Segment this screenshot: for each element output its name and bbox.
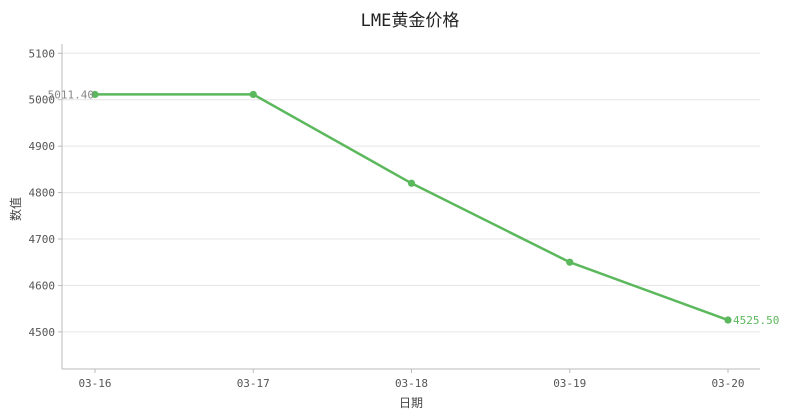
data-label-03-20: 4525.50 (733, 314, 779, 327)
data-label-03-16: 5011.40 (48, 88, 94, 101)
y-tick-label-4900: 4900 (29, 140, 56, 153)
axes (61, 44, 760, 370)
series-line-0 (95, 93, 729, 322)
series-layer (91, 90, 732, 324)
y-axis-label: 数值 (8, 197, 23, 221)
x-tick-label-03-18: 03-18 (395, 377, 428, 390)
y-tick-label-4600: 4600 (29, 279, 56, 292)
x-axis-label: 日期 (399, 396, 423, 410)
data-point-03-19 (566, 258, 574, 266)
x-tick-label-03-19: 03-19 (553, 377, 586, 390)
y-tick-label-4700: 4700 (29, 233, 56, 246)
y-tick-label-4500: 4500 (29, 326, 56, 339)
y-tick-labels: 4500 4600 4700 4800 4900 5000 5100 (29, 47, 62, 339)
y-tick-label-5100: 5100 (29, 47, 56, 60)
x-tick-label-03-17: 03-17 (237, 377, 270, 390)
x-tick-label-03-20: 03-20 (711, 377, 744, 390)
y-tick-label-4800: 4800 (29, 187, 56, 200)
data-point-03-17 (249, 90, 257, 99)
data-point-03-18 (407, 179, 416, 187)
data-point-03-16 (91, 90, 99, 99)
y-tick-label-5000: 5000 (29, 94, 56, 107)
gridlines (62, 52, 760, 333)
chart-title: LME黄金价格 (361, 11, 460, 31)
x-tick-label-03-16: 03-16 (78, 377, 111, 390)
data-point-03-20 (724, 316, 732, 324)
data-labels: 5011.40 4525.50 (48, 88, 780, 327)
x-tick-labels: 03-16 03-17 03-18 03-19 03-20 (78, 369, 745, 390)
